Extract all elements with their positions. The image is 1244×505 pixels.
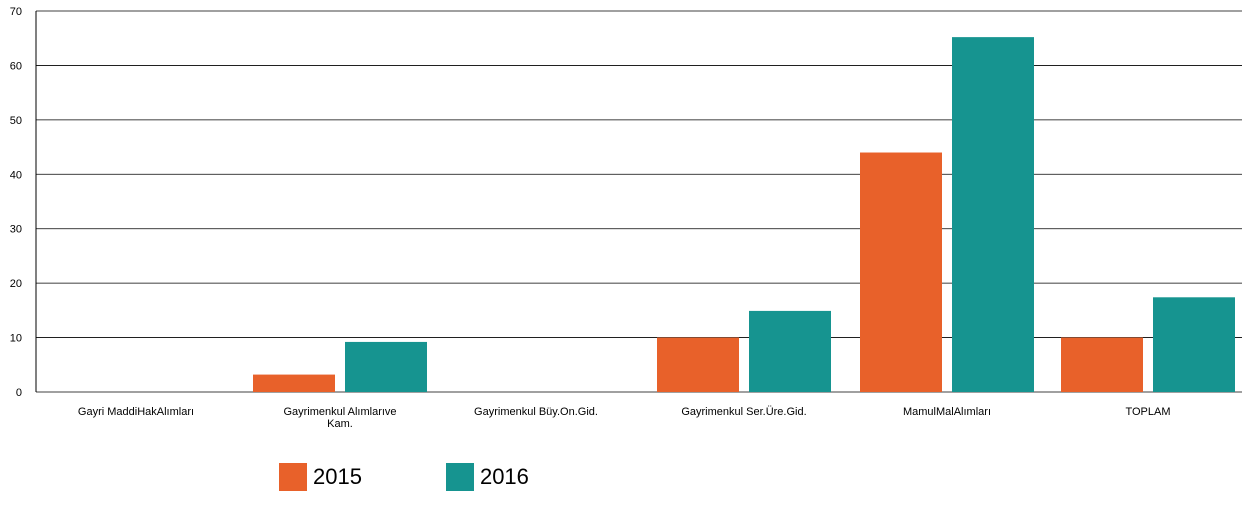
y-tick-label: 20 [10,278,22,290]
y-tick-label: 40 [10,169,22,181]
legend-item-2016[interactable]: 2016 [445,463,529,491]
bar-2016-5 [1153,297,1235,392]
x-tick-label: MamulMalAlımları [903,406,991,418]
x-tick-label: Gayrimenkul Alımlarıve Kam. [283,406,396,430]
y-tick-label: 60 [10,60,22,72]
x-tick-label: Gayrimenkul Ser.Üre.Gid. [681,406,806,418]
x-tick-label: Gayri MaddiHakAlımları [78,406,194,418]
legend-item-2015[interactable]: 2015 [279,463,362,491]
y-tick-label: 30 [10,224,22,236]
legend-label-2015: 2015 [313,464,362,489]
bar-2016-3 [749,310,831,392]
y-axis-ticks: 0 10 20 30 40 50 60 70 [10,6,22,399]
bar-2016-1 [345,341,427,392]
y-tick-label: 50 [10,115,22,127]
y-tick-label: 0 [16,387,22,399]
bar-2016-4 [952,37,1034,393]
bar-2015-3 [657,337,739,392]
x-axis-labels: Gayri MaddiHakAlımları Gayrimenkul Alımla… [78,406,1171,430]
legend-label-2016: 2016 [479,464,529,489]
bars [253,37,1235,393]
y-tick-label: 70 [10,6,22,18]
gridlines [36,10,1242,393]
legend-swatch-2015 [279,463,307,491]
bar-2015-5 [1061,337,1143,392]
bar-2015-4 [860,152,942,392]
legend: 2015 2016 [279,463,613,491]
legend-swatch-2016 [445,463,474,491]
bar-2015-1 [253,374,335,392]
y-tick-label: 10 [10,333,22,345]
x-tick-label: Gayrimenkul Büy.On.Gid. [474,406,598,418]
x-tick-label: TOPLAM [1125,406,1170,418]
